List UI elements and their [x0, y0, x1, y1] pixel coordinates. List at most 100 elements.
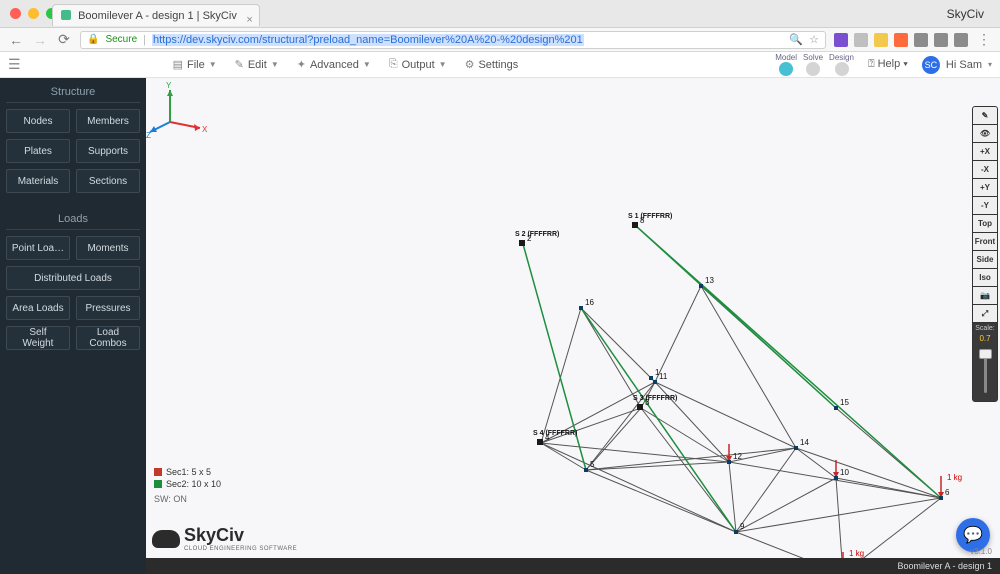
svg-text:6: 6	[945, 488, 950, 497]
mode-model[interactable]: Model	[775, 53, 797, 76]
selfweight-note: SW: ON	[154, 494, 221, 504]
svg-text:X: X	[202, 125, 208, 134]
menu-file[interactable]: ▤File▼	[173, 58, 217, 71]
view-toolbar: ✎👁+X-X+Y-YTopFrontSideIso📷⤢Scale:0.7	[972, 106, 998, 402]
view-btn-[interactable]: ✎	[973, 107, 997, 125]
secure-label: Secure	[105, 34, 137, 45]
sidebar-btn-plates[interactable]: Plates	[6, 139, 70, 163]
sidebar-btn-self-weight[interactable]: SelfWeight	[6, 326, 70, 350]
view-btn-+x[interactable]: +X	[973, 143, 997, 161]
sidebar-btn-members[interactable]: Members	[76, 109, 140, 133]
sidebar-btn-sections[interactable]: Sections	[76, 169, 140, 193]
extension-icons	[834, 33, 968, 47]
sidebar-btn-distributed-loads[interactable]: Distributed Loads	[6, 266, 140, 290]
axis-gizmo: X Y Z	[146, 78, 210, 142]
sidebar-btn-pressures[interactable]: Pressures	[76, 296, 140, 320]
app-menubar: ☰ ▤File▼ ✎Edit▼ ✦Advanced▼ ⎘Output▼ ⚙Setting…	[0, 52, 1000, 78]
view-btn--y[interactable]: -Y	[973, 197, 997, 215]
section-legend: Sec1: 5 x 5Sec2: 10 x 10 SW: ON	[154, 466, 221, 504]
svg-text:16: 16	[585, 298, 594, 307]
sidebar-btn-load-combos[interactable]: LoadCombos	[76, 326, 140, 350]
svg-text:10: 10	[840, 468, 849, 477]
svg-text:14: 14	[800, 438, 809, 447]
menu-output[interactable]: ⎘Output▼	[389, 58, 447, 71]
menu-settings[interactable]: ⚙Settings	[465, 58, 519, 71]
back-icon[interactable]: ←	[8, 32, 24, 48]
chrome-menu-icon[interactable]: ⋮	[976, 31, 992, 48]
legend-item: Sec2: 10 x 10	[154, 478, 221, 490]
macos-titlebar: Boomilever A - design 1 | SkyCiv × SkyCi…	[0, 0, 1000, 28]
url-text: https://dev.skyciv.com/structural?preloa…	[152, 34, 584, 46]
scale-slider[interactable]	[973, 345, 997, 401]
svg-text:15: 15	[840, 398, 849, 407]
sidebar-btn-area-loads[interactable]: Area Loads	[6, 296, 70, 320]
svg-text:1 kg: 1 kg	[849, 549, 864, 558]
status-project: Boomilever A - design 1	[897, 561, 992, 571]
skyciv-app: ☰ ▤File▼ ✎Edit▼ ✦Advanced▼ ⎘Output▼ ⚙Setting…	[0, 52, 1000, 574]
legend-item: Sec1: 5 x 5	[154, 466, 221, 478]
scale-label: Scale:	[973, 323, 997, 334]
window-minimize-dot[interactable]	[28, 8, 39, 19]
sidebar-section-title: Loads	[6, 213, 140, 230]
view-btn-iso[interactable]: Iso	[973, 269, 997, 287]
view-btn-[interactable]: 👁	[973, 125, 997, 143]
status-bar: Boomilever A - design 1 v3.1.0	[146, 558, 1000, 574]
svg-text:S 4 (FFFFRR): S 4 (FFFFRR)	[533, 430, 577, 437]
svg-text:S 3 (FFFFRR): S 3 (FFFFRR)	[633, 395, 677, 402]
help-menu[interactable]: ⍰ Help ▾	[868, 58, 908, 71]
search-in-page-icon[interactable]: 🔍	[789, 33, 803, 46]
hamburger-icon[interactable]: ☰	[8, 56, 21, 73]
model-canvas[interactable]: 1 kg1 kg12345678910111213141516S 2 (FFFF…	[146, 78, 1000, 558]
svg-text:9: 9	[740, 522, 745, 531]
extension-icon[interactable]	[834, 33, 848, 47]
mode-design[interactable]: Design	[829, 53, 854, 76]
svg-text:5: 5	[590, 460, 595, 469]
address-bar[interactable]: 🔒 Secure | https://dev.skyciv.com/struct…	[80, 31, 826, 49]
scale-value: 0.7	[973, 334, 997, 345]
svg-text:Z: Z	[146, 131, 151, 140]
view-btn--x[interactable]: -X	[973, 161, 997, 179]
sidebar-btn-materials[interactable]: Materials	[6, 169, 70, 193]
sidebar-btn-point-loa-[interactable]: Point Loa…	[6, 236, 70, 260]
sidebar-btn-moments[interactable]: Moments	[76, 236, 140, 260]
avatar: SC	[922, 56, 940, 74]
view-btn-side[interactable]: Side	[973, 251, 997, 269]
view-btn-+y[interactable]: +Y	[973, 179, 997, 197]
svg-text:11: 11	[659, 372, 668, 381]
view-btn-[interactable]: ⤢	[973, 305, 997, 323]
sidebar-btn-nodes[interactable]: Nodes	[6, 109, 70, 133]
view-btn-front[interactable]: Front	[973, 233, 997, 251]
forward-icon[interactable]: →	[32, 32, 48, 48]
extension-icon[interactable]	[914, 33, 928, 47]
svg-text:S 2 (FFFFRR): S 2 (FFFFRR)	[515, 231, 559, 238]
extension-icon[interactable]	[934, 33, 948, 47]
status-version: v3.1.0	[970, 547, 992, 556]
cloud-icon	[152, 530, 180, 548]
tab-favicon	[61, 10, 71, 20]
extension-icon[interactable]	[894, 33, 908, 47]
sidebar-btn-supports[interactable]: Supports	[76, 139, 140, 163]
svg-text:Y: Y	[166, 81, 172, 90]
window-close-dot[interactable]	[10, 8, 21, 19]
mode-solve[interactable]: Solve	[803, 53, 823, 76]
browser-tab[interactable]: Boomilever A - design 1 | SkyCiv ×	[52, 4, 260, 26]
structural-model-svg: 1 kg1 kg12345678910111213141516S 2 (FFFF…	[146, 78, 1000, 558]
mode-switcher: Model Solve Design	[775, 53, 854, 76]
extension-icon[interactable]	[874, 33, 888, 47]
menu-advanced[interactable]: ✦Advanced▼	[297, 58, 371, 71]
extension-icon[interactable]	[854, 33, 868, 47]
view-btn-top[interactable]: Top	[973, 215, 997, 233]
user-menu[interactable]: SC Hi Sam ▾	[922, 56, 992, 74]
close-icon[interactable]: ×	[246, 9, 252, 31]
tab-title: Boomilever A - design 1 | SkyCiv	[78, 10, 237, 22]
lock-icon: 🔒	[87, 34, 99, 45]
extension-icon[interactable]	[954, 33, 968, 47]
svg-text:S 1 (FFFFRR): S 1 (FFFFRR)	[628, 213, 672, 220]
bookmark-star-icon[interactable]: ☆	[809, 33, 819, 46]
svg-text:13: 13	[705, 276, 714, 285]
sidebar-section-title: Structure	[6, 86, 140, 103]
menu-edit[interactable]: ✎Edit▼	[235, 58, 279, 71]
left-sidebar: Structure NodesMembersPlatesSupportsMater…	[0, 78, 146, 574]
reload-icon[interactable]: ⟳	[56, 31, 72, 48]
view-btn-[interactable]: 📷	[973, 287, 997, 305]
